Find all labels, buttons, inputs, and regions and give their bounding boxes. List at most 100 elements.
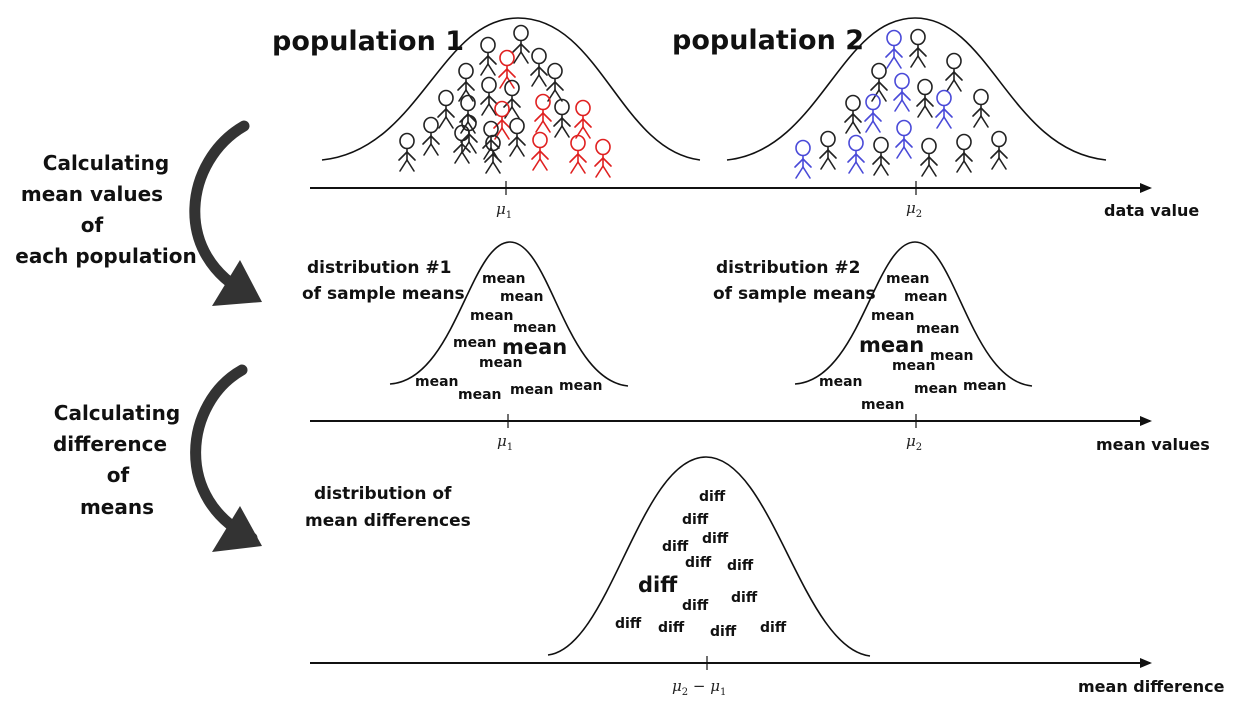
mean-token: mean <box>559 378 603 394</box>
step-1-arrowhead <box>212 260 262 306</box>
stick-figure <box>972 88 990 128</box>
diff-token: diff <box>658 620 685 636</box>
diff-token: diff <box>682 598 709 614</box>
mean-token: mean <box>819 374 863 390</box>
stick-figure <box>844 94 862 134</box>
mean-token: mean <box>963 378 1007 394</box>
mean-axis-mu1-label: μ1 <box>497 432 513 453</box>
mean-token: mean <box>914 381 958 397</box>
step-1-curved-arrow <box>189 120 256 301</box>
diff-token: diff <box>710 624 737 640</box>
step-2-line-2: difference <box>53 432 167 456</box>
stick-figure <box>819 130 837 170</box>
mean-difference-axis-label: mean difference <box>1078 677 1225 696</box>
stick-figure <box>872 136 890 176</box>
mean-token: mean <box>500 289 544 305</box>
stick-figure <box>437 89 455 129</box>
stick-figure <box>909 28 927 68</box>
mean-token: mean <box>871 308 915 324</box>
stick-figure <box>459 94 477 134</box>
diff-token: diff <box>662 539 689 555</box>
data-axis-mu2-label: μ2 <box>906 199 922 220</box>
stick-figure <box>530 47 548 87</box>
diff-token: diff <box>702 531 729 547</box>
means-2-label-line-2: of sample means <box>713 284 876 304</box>
stick-figure <box>885 29 903 69</box>
stick-figure <box>457 62 475 102</box>
stick-figure <box>493 100 511 140</box>
population-2-curve <box>726 17 1107 161</box>
means-1-curve <box>389 241 629 387</box>
means-1-label-line-1: distribution #1 <box>307 258 451 278</box>
mean-token: mean <box>861 397 905 413</box>
mean-token-highlight-2: mean <box>859 333 924 357</box>
stick-figure <box>512 24 530 64</box>
mean-token: mean <box>510 382 554 398</box>
mean-token: mean <box>482 271 526 287</box>
step-1-line-3: of <box>81 213 104 237</box>
mean-token: mean <box>916 321 960 337</box>
diff-token: diff <box>727 558 754 574</box>
diff-token: diff <box>682 512 709 528</box>
stick-figure <box>594 138 612 178</box>
step-2-line-4: means <box>80 495 154 519</box>
stick-figure <box>422 116 440 156</box>
stick-figure <box>534 93 552 133</box>
step-1-line-4: each population <box>15 244 196 268</box>
mean-token-highlight-1: mean <box>502 335 567 359</box>
stick-figure <box>794 139 812 179</box>
diff-token: diff <box>731 590 758 606</box>
diffs-label-line-2: mean differences <box>305 511 471 531</box>
stick-figure <box>531 131 549 171</box>
population-1-title: population 1 <box>272 26 464 57</box>
diff-token: diff <box>760 620 787 636</box>
stick-figure <box>553 98 571 138</box>
stick-figure <box>498 49 516 89</box>
stick-figure <box>574 99 592 139</box>
mean-token: mean <box>892 358 936 374</box>
stick-figure <box>920 137 938 177</box>
diff-axis-tick-label: μ2 − μ1 <box>672 677 726 698</box>
mean-values-axis-label: mean values <box>1096 435 1210 454</box>
step-2-line-1: Calculating <box>54 401 180 425</box>
stick-figure <box>484 134 502 174</box>
mean-token: mean <box>458 387 502 403</box>
stick-figure <box>895 119 913 159</box>
diff-token: diff <box>685 555 712 571</box>
population-1-curve <box>321 17 701 161</box>
mean-axis-mu2-label: μ2 <box>906 432 922 453</box>
mean-token: mean <box>453 335 497 351</box>
mean-token: mean <box>470 308 514 324</box>
stick-figure <box>546 62 564 102</box>
population-1-figures <box>398 24 612 178</box>
mean-token: mean <box>886 271 930 287</box>
step-1-line-1: Calculating <box>43 151 169 175</box>
means-2-label-line-1: distribution #2 <box>716 258 860 278</box>
step-2-curved-arrow <box>190 364 258 544</box>
stick-figure <box>870 62 888 102</box>
data-axis-mu1-label: μ1 <box>496 200 512 221</box>
stick-figure <box>847 134 865 174</box>
diff-token: diff <box>699 489 726 505</box>
step-2-arrowhead <box>212 506 262 552</box>
means-2-curve <box>794 241 1033 387</box>
stick-figure <box>935 89 953 129</box>
population-2-title: population 2 <box>672 25 864 56</box>
stick-figure <box>916 78 934 118</box>
stick-figure <box>508 117 526 157</box>
mean-token: mean <box>479 355 523 371</box>
stick-figure <box>479 36 497 76</box>
diff-token-highlight: diff <box>638 573 678 597</box>
stick-figure <box>482 120 500 160</box>
stick-figure <box>955 133 973 173</box>
means-1-label-line-2: of sample means <box>302 284 465 304</box>
step-1-line-2: mean values <box>21 182 163 206</box>
mean-token: mean <box>415 374 459 390</box>
stick-figure <box>893 72 911 112</box>
stick-figure <box>569 134 587 174</box>
diffs-curve <box>547 456 871 657</box>
